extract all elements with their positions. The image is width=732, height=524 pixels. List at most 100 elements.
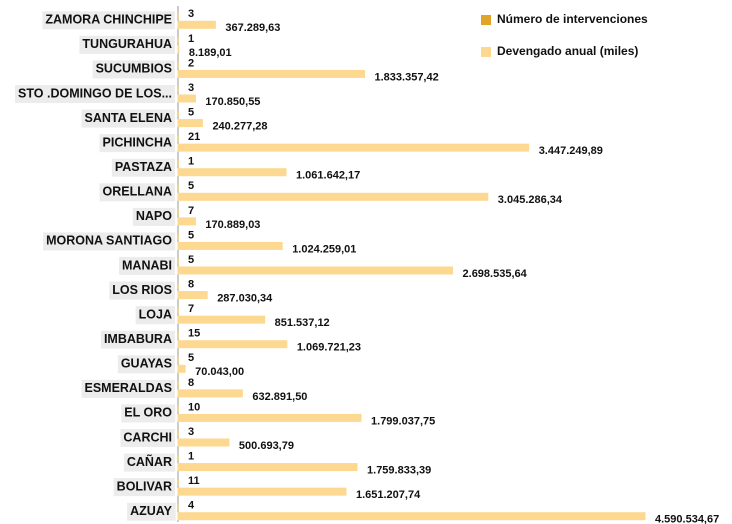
amount-label: 500.693,79: [239, 440, 294, 452]
count-label: 10: [188, 401, 200, 413]
category-label-bg: [43, 232, 176, 251]
amount-bar: [177, 241, 283, 250]
category-label-bg: [132, 207, 176, 226]
amount-bar: [177, 20, 216, 29]
legend-label: Número de intervenciones: [497, 12, 648, 26]
amount-bar: [177, 69, 366, 78]
category-label: PICHINCHA: [103, 135, 172, 149]
category-label: EL ORO: [124, 406, 172, 420]
category-label-bg: [127, 502, 176, 521]
count-label: 11: [188, 475, 200, 487]
amount-bar: [177, 364, 186, 373]
count-label: 1: [188, 156, 194, 168]
legend-swatch: [481, 47, 491, 57]
count-label: 5: [188, 106, 194, 118]
category-label-bg: [81, 379, 175, 398]
category-label-bg: [99, 183, 175, 202]
amount-bar: [177, 192, 489, 201]
amount-label: 287.030,34: [217, 292, 273, 304]
count-label: 7: [188, 303, 194, 315]
amount-bar: [177, 463, 358, 472]
amount-label: 70.043,00: [195, 366, 244, 378]
amount-label: 4.590.534,67: [655, 514, 719, 524]
category-label: NAPO: [136, 209, 172, 223]
category-label: IMBABURA: [104, 332, 172, 346]
category-label: TUNGURAHUA: [82, 37, 172, 51]
amount-label: 1.799.037,75: [371, 415, 435, 427]
category-label: AZUAY: [130, 504, 173, 518]
category-label-bg: [121, 404, 176, 423]
amount-bar: [177, 143, 530, 152]
amount-label: 851.537,12: [275, 317, 330, 329]
amount-bar: [177, 94, 196, 103]
amount-label: 8.189,01: [189, 47, 232, 59]
amount-bar: [177, 291, 208, 300]
count-label: 8: [188, 278, 194, 290]
category-label: LOJA: [139, 307, 172, 321]
category-label-bg: [117, 355, 175, 374]
category-label: CARCHI: [123, 430, 172, 444]
category-label-bg: [99, 134, 175, 153]
count-label: 7: [188, 205, 194, 217]
amount-label: 240.277,28: [212, 120, 267, 132]
category-label: BOLIVAR: [117, 479, 172, 493]
amount-label: 3.045.286,34: [498, 194, 563, 206]
category-label: CAÑAR: [127, 454, 172, 469]
category-label-bg: [81, 109, 175, 128]
amount-bar: [177, 119, 203, 128]
amount-label: 1.759.833,39: [367, 464, 431, 476]
amount-label: 1.833.357,42: [375, 71, 439, 83]
amount-bar: [177, 438, 230, 447]
count-label: 3: [188, 426, 194, 438]
category-label-bg: [120, 429, 175, 447]
count-label: 1: [188, 450, 194, 462]
count-label: 3: [188, 8, 194, 20]
count-label: 21: [188, 131, 200, 143]
amount-bar: [177, 217, 196, 226]
count-label: 3: [188, 82, 194, 94]
amount-bar: [177, 512, 646, 521]
amount-label: 367.289,63: [225, 22, 280, 34]
amount-bar: [177, 168, 287, 177]
amount-bar: [177, 389, 243, 398]
category-label: STO .DOMINGO DE LOS...: [18, 86, 172, 100]
category-label: MORONA SANTIAGO: [46, 234, 172, 248]
count-label: 5: [188, 352, 194, 364]
amount-bar: [177, 315, 266, 324]
category-label: SUCUMBIOS: [96, 62, 172, 76]
amount-bar: [177, 45, 180, 54]
category-label: LOS RIOS: [112, 283, 172, 297]
amount-bar: [177, 340, 288, 349]
legend-swatch: [481, 15, 491, 25]
count-label: 4: [188, 500, 195, 512]
amount-bar: [177, 266, 454, 275]
legend-label: Devengado anual (miles): [497, 44, 638, 58]
category-label: MANABI: [122, 258, 172, 272]
amount-label: 632.891,50: [252, 391, 307, 403]
category-label-bg: [100, 330, 175, 349]
category-label: SANTA ELENA: [85, 111, 173, 125]
category-label-bg: [135, 306, 175, 325]
category-label-bg: [42, 11, 175, 30]
amount-label: 1.061.642,17: [296, 170, 360, 182]
count-label: 8: [188, 377, 194, 389]
amount-label: 3.447.249,89: [539, 145, 603, 157]
amount-bar: [177, 413, 362, 422]
amount-label: 1.651.207,74: [356, 489, 421, 501]
category-label-bg: [119, 257, 175, 275]
category-label: ZAMORA CHINCHIPE: [45, 13, 172, 27]
category-label-bg: [109, 281, 175, 300]
count-label: 15: [188, 328, 200, 340]
category-label-bg: [79, 35, 175, 54]
amount-label: 2.698.535,64: [463, 268, 528, 280]
category-label: PASTAZA: [115, 160, 172, 174]
category-label: ORELLANA: [103, 185, 172, 199]
category-label-bg: [92, 60, 175, 79]
category-label: GUAYAS: [121, 357, 172, 371]
amount-bar: [177, 487, 347, 496]
count-label: 5: [188, 180, 194, 192]
amount-label: 1.069.721,23: [297, 342, 361, 354]
category-label-bg: [15, 85, 175, 103]
count-label: 5: [188, 229, 194, 241]
